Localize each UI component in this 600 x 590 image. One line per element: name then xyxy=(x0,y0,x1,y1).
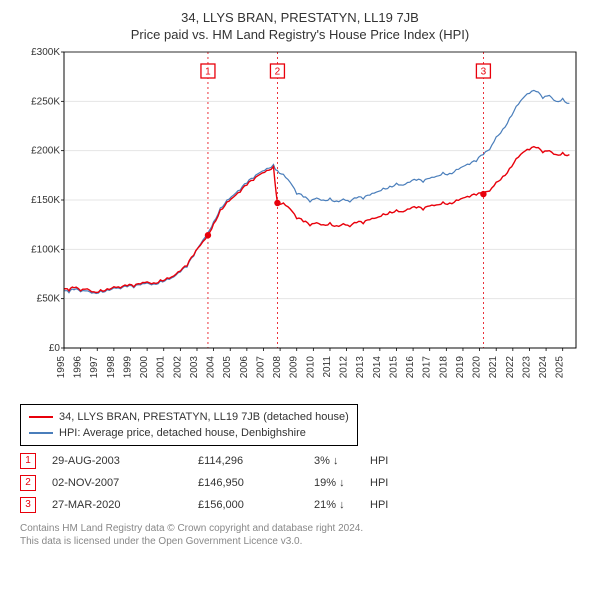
transaction-row: 2 02-NOV-2007 £146,950 19% ↓ HPI xyxy=(20,472,580,494)
svg-text:£100K: £100K xyxy=(31,244,60,255)
down-arrow-icon: ↓ xyxy=(339,499,345,511)
down-arrow-icon: ↓ xyxy=(339,477,345,489)
legend-swatch xyxy=(29,432,53,434)
legend-swatch xyxy=(29,416,53,418)
transaction-pct: 21% ↓ xyxy=(314,499,364,511)
svg-text:2018: 2018 xyxy=(438,356,449,379)
svg-text:2001: 2001 xyxy=(156,356,167,379)
svg-text:1999: 1999 xyxy=(122,356,133,379)
svg-text:2019: 2019 xyxy=(455,356,466,379)
footer-line-1: Contains HM Land Registry data © Crown c… xyxy=(20,522,580,535)
svg-text:£150K: £150K xyxy=(31,195,60,206)
svg-text:£200K: £200K xyxy=(31,146,60,157)
legend: 34, LLYS BRAN, PRESTATYN, LL19 7JB (deta… xyxy=(20,404,358,446)
transaction-suffix: HPI xyxy=(370,499,410,511)
legend-label: 34, LLYS BRAN, PRESTATYN, LL19 7JB (deta… xyxy=(59,409,349,425)
transaction-marker: 2 xyxy=(20,475,36,491)
svg-text:2020: 2020 xyxy=(472,356,483,379)
svg-text:2006: 2006 xyxy=(239,356,250,379)
transaction-suffix: HPI xyxy=(370,455,410,467)
transaction-price: £146,950 xyxy=(198,477,308,489)
svg-text:2024: 2024 xyxy=(538,356,549,379)
footer-line-2: This data is licensed under the Open Gov… xyxy=(20,535,580,548)
legend-item: 34, LLYS BRAN, PRESTATYN, LL19 7JB (deta… xyxy=(29,409,349,425)
svg-text:2014: 2014 xyxy=(372,356,383,379)
transaction-marker: 1 xyxy=(20,453,36,469)
transaction-date: 02-NOV-2007 xyxy=(52,477,192,489)
svg-text:£50K: £50K xyxy=(37,294,61,305)
transaction-price: £156,000 xyxy=(198,499,308,511)
transaction-row: 3 27-MAR-2020 £156,000 21% ↓ HPI xyxy=(20,494,580,516)
svg-text:2009: 2009 xyxy=(289,356,300,379)
svg-text:2000: 2000 xyxy=(139,356,150,379)
subtitle: Price paid vs. HM Land Registry's House … xyxy=(20,27,580,42)
svg-text:2008: 2008 xyxy=(272,356,283,379)
svg-text:1998: 1998 xyxy=(106,356,117,379)
svg-text:1: 1 xyxy=(205,67,211,78)
svg-text:2005: 2005 xyxy=(222,356,233,379)
transaction-date: 27-MAR-2020 xyxy=(52,499,192,511)
svg-text:£0: £0 xyxy=(49,343,61,354)
footer: Contains HM Land Registry data © Crown c… xyxy=(20,522,580,548)
svg-text:2004: 2004 xyxy=(206,356,217,379)
transactions-table: 1 29-AUG-2003 £114,296 3% ↓ HPI 2 02-NOV-2007 £… xyxy=(20,450,580,516)
svg-text:2021: 2021 xyxy=(488,356,499,379)
svg-text:1996: 1996 xyxy=(73,356,84,379)
transaction-pct: 19% ↓ xyxy=(314,477,364,489)
svg-text:2007: 2007 xyxy=(255,356,266,379)
svg-text:2003: 2003 xyxy=(189,356,200,379)
svg-text:2002: 2002 xyxy=(172,356,183,379)
svg-text:2023: 2023 xyxy=(521,356,532,379)
svg-text:2025: 2025 xyxy=(555,356,566,379)
chart: £0 £50K £100K £150K £200K £250K £300K 1995 1996 1… xyxy=(20,48,580,398)
down-arrow-icon: ↓ xyxy=(333,455,339,467)
title: 34, LLYS BRAN, PRESTATYN, LL19 7JB xyxy=(20,10,580,25)
svg-text:1995: 1995 xyxy=(56,356,67,379)
svg-text:2010: 2010 xyxy=(305,356,316,379)
chart-svg: £0 £50K £100K £150K £200K £250K £300K 1995 1996 1… xyxy=(20,48,580,398)
transaction-suffix: HPI xyxy=(370,477,410,489)
svg-text:2012: 2012 xyxy=(339,356,350,379)
svg-text:2013: 2013 xyxy=(355,356,366,379)
svg-text:2: 2 xyxy=(275,67,281,78)
svg-text:3: 3 xyxy=(481,67,487,78)
transaction-row: 1 29-AUG-2003 £114,296 3% ↓ HPI xyxy=(20,450,580,472)
svg-text:2015: 2015 xyxy=(388,356,399,379)
transaction-pct: 3% ↓ xyxy=(314,455,364,467)
transaction-price: £114,296 xyxy=(198,455,308,467)
legend-label: HPI: Average price, detached house, Denb… xyxy=(59,425,306,441)
svg-text:2017: 2017 xyxy=(422,356,433,379)
svg-text:£300K: £300K xyxy=(31,48,60,58)
legend-item: HPI: Average price, detached house, Denb… xyxy=(29,425,349,441)
svg-text:£250K: £250K xyxy=(31,96,60,107)
svg-text:2016: 2016 xyxy=(405,356,416,379)
chart-card: 34, LLYS BRAN, PRESTATYN, LL19 7JB Price… xyxy=(0,0,600,590)
svg-text:2022: 2022 xyxy=(505,356,516,379)
svg-text:1997: 1997 xyxy=(89,356,100,379)
transaction-date: 29-AUG-2003 xyxy=(52,455,192,467)
transaction-marker: 3 xyxy=(20,497,36,513)
svg-text:2011: 2011 xyxy=(322,356,333,378)
